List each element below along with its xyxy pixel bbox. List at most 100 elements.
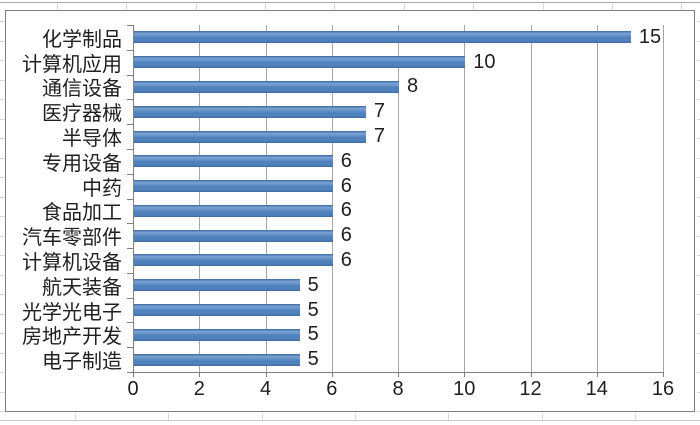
category-tick: [127, 248, 133, 250]
sheet-row-line: [0, 79, 5, 81]
value-label: 7: [373, 125, 385, 148]
x-axis-tick-label: 12: [519, 378, 542, 400]
chart-area: 0 2 4 6 8 10 12 14 16 化学制品 15 计算机应用 10 通信设备 8 医疗器械 7 半导体 7…: [5, 10, 695, 412]
sheet-row-line: [697, 60, 700, 61]
x-axis-tick-label: 10: [453, 378, 476, 400]
category-tick: [127, 322, 133, 324]
category-tick: [127, 99, 133, 101]
sheet-row-line: [697, 313, 700, 315]
sheet-row-line: [0, 196, 5, 198]
sheet-row-line: [0, 372, 5, 373]
sheet-row-line: [0, 138, 5, 139]
category-axis-line: [133, 25, 134, 373]
bar: [134, 204, 333, 217]
sheet-column-line: [542, 413, 543, 420]
plot-gridline: [331, 25, 333, 372]
sheet-column-line: [448, 413, 449, 420]
sheet-row-line: [0, 235, 5, 237]
category-label: 专用设备: [42, 152, 122, 175]
sheet-row-line: [697, 79, 700, 81]
plot-gridline: [464, 25, 466, 372]
category-tick: [127, 372, 133, 373]
category-label: 食品加工: [42, 202, 122, 225]
value-axis-tick: [663, 372, 664, 377]
sheet-row-line: [0, 21, 5, 22]
value-label: 6: [340, 174, 352, 197]
sheet-column-line: [196, 3, 197, 10]
bar: [134, 56, 466, 69]
category-label: 通信设备: [42, 78, 122, 101]
sheet-column-line: [265, 3, 266, 10]
category-label: 半导体: [62, 128, 122, 151]
value-label: 15: [638, 25, 662, 48]
sheet-row-line: [0, 177, 5, 178]
sheet-column-line: [635, 413, 636, 420]
sheet-row-line: [0, 60, 5, 61]
bar: [134, 328, 300, 341]
plot-gridline: [199, 25, 201, 372]
x-axis-tick-label: 2: [193, 378, 205, 400]
category-tick: [127, 25, 133, 26]
sheet-column-line: [612, 3, 613, 10]
x-axis-tick-label: 0: [127, 378, 139, 400]
value-label: 5: [307, 273, 319, 296]
sheet-row-line: [0, 40, 5, 42]
value-axis-tick: [398, 372, 399, 377]
sheet-column-line: [355, 413, 356, 420]
value-label: 5: [307, 298, 319, 321]
plot-gridline: [596, 25, 598, 372]
sheet-row-line: [0, 333, 5, 334]
bar: [134, 254, 333, 267]
plot-gridline: [530, 25, 532, 372]
sheet-row-line: [697, 216, 700, 217]
sheet-row-line: [697, 138, 700, 139]
sheet-column-line: [473, 3, 474, 10]
sheet-row-line: [0, 157, 5, 159]
sheet-row-line: [697, 157, 700, 159]
sheet-row-line: [0, 352, 5, 354]
sheet-column-line: [75, 413, 76, 420]
sheet-row-line: [0, 99, 5, 100]
plot-gridline: [398, 25, 399, 372]
category-label: 化学制品: [42, 28, 122, 51]
value-label: 5: [307, 323, 319, 346]
bar: [134, 279, 300, 292]
x-axis-tick-label: 14: [585, 378, 608, 400]
value-label: 5: [307, 348, 319, 371]
sheet-row-line: [697, 118, 700, 120]
sheet-row-line: [697, 21, 700, 22]
sheet-row-line: [697, 372, 700, 373]
category-label: 汽车零部件: [22, 227, 122, 250]
bar: [134, 31, 631, 44]
value-label: 6: [340, 248, 352, 271]
bar: [134, 80, 399, 93]
category-label: 房地产开发: [22, 326, 122, 349]
sheet-row-line: [0, 216, 5, 217]
sheet-row-border: [0, 420, 700, 421]
plot-gridline: [265, 25, 267, 372]
sheet-row-line: [0, 118, 5, 120]
category-tick: [127, 223, 133, 225]
x-axis-tick-label: 8: [392, 378, 404, 400]
value-label: 6: [340, 149, 352, 172]
bar: [134, 130, 366, 143]
sheet-row-line: [697, 294, 700, 295]
sheet-row-line: [0, 274, 5, 276]
value-label: 8: [407, 75, 419, 98]
category-tick: [127, 148, 133, 150]
x-axis-tick-label: 6: [326, 378, 338, 400]
bar: [134, 353, 300, 366]
category-label: 电子制造: [42, 351, 122, 374]
sheet-row-line: [0, 411, 5, 412]
sheet-row-line: [697, 391, 700, 393]
category-tick: [127, 173, 133, 175]
bar: [134, 304, 300, 317]
sheet-row-line: [697, 411, 700, 412]
value-axis-tick: [331, 372, 333, 377]
sheet-row-line: [697, 274, 700, 276]
sheet-column-line: [126, 3, 127, 10]
bar: [134, 105, 366, 118]
sheet-row-line: [697, 177, 700, 178]
